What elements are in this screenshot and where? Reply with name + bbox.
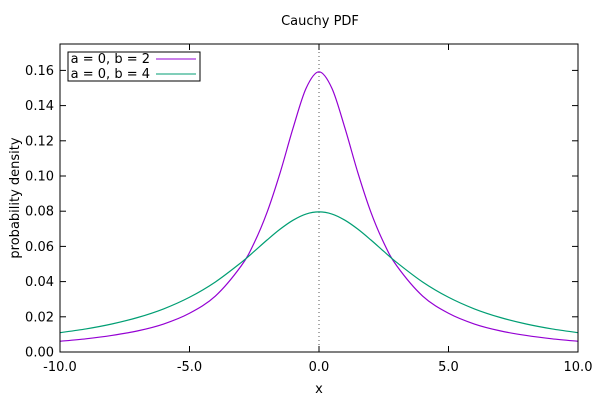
y-tick-label: 0.14	[25, 99, 54, 114]
x-tick-label: 0.0	[309, 360, 330, 375]
y-axis-label: probability density	[8, 137, 23, 258]
legend-label-series-1: a = 0, b = 2	[71, 52, 150, 67]
y-tick-label: 0.04	[25, 275, 54, 290]
x-tick-label: -5.0	[177, 360, 202, 375]
y-tick-label: 0.00	[25, 346, 54, 361]
x-tick-label: 5.0	[438, 360, 459, 375]
series-line-2	[59, 211, 579, 334]
y-tick-label: 0.16	[25, 64, 54, 79]
y-tick-label: 0.02	[25, 310, 54, 325]
legend-box	[67, 51, 201, 82]
y-tick-label: 0.12	[25, 134, 54, 149]
series-layer	[59, 71, 579, 342]
chart-title: Cauchy PDF	[281, 14, 359, 29]
series-line-1	[59, 71, 579, 342]
legend-label-series-2: a = 0, b = 4	[71, 67, 150, 82]
y-tick-label: 0.10	[25, 170, 54, 185]
x-tick-label: 10.0	[564, 360, 593, 375]
legend: a = 0, b = 2 a = 0, b = 4	[67, 51, 201, 82]
y-tick-label: 0.08	[25, 205, 54, 220]
y-tick-label: 0.06	[25, 240, 54, 255]
x-tick-label: -10.0	[43, 360, 77, 375]
plot-area-border	[59, 43, 579, 353]
tick-layer: -10.0 -5.0 0.0 5.0 10.0 0.00 0.02 0.04 0.06 0.08 0…	[25, 44, 592, 375]
x-axis-label: x	[315, 382, 323, 397]
